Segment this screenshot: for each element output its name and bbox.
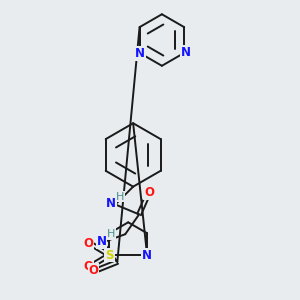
Text: O: O xyxy=(83,237,94,250)
Text: N: N xyxy=(135,47,145,60)
Text: H: H xyxy=(107,229,116,239)
Text: O: O xyxy=(144,186,154,199)
Text: H: H xyxy=(116,192,124,202)
Text: O: O xyxy=(83,260,94,273)
Text: O: O xyxy=(88,264,98,278)
Text: N: N xyxy=(142,248,152,262)
Text: S: S xyxy=(105,248,114,262)
Text: N: N xyxy=(181,46,191,59)
Text: N: N xyxy=(106,197,116,210)
Text: N: N xyxy=(97,235,106,248)
